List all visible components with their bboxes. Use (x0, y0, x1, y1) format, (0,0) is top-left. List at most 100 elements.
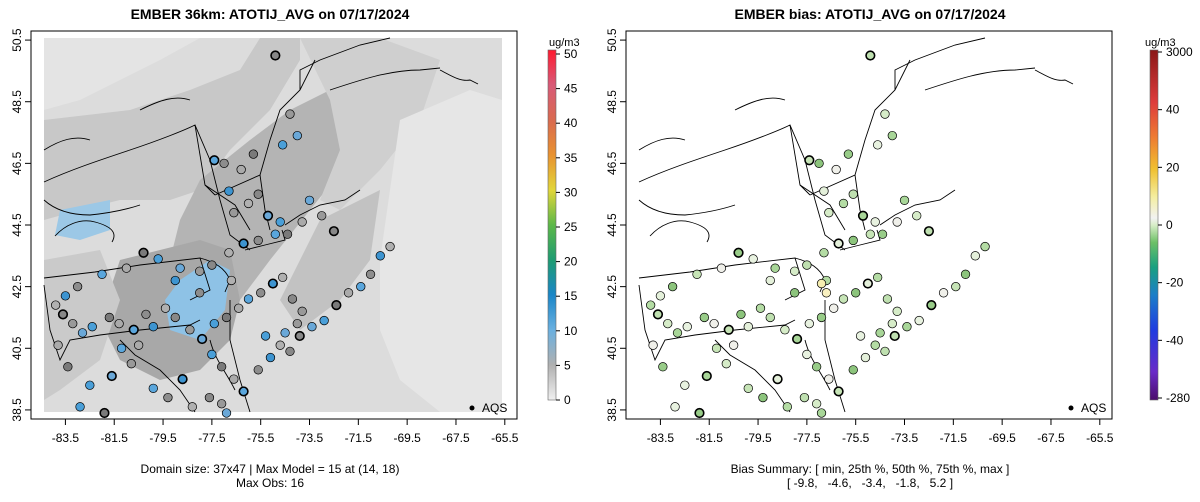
site-marker (207, 349, 217, 360)
site-marker (331, 300, 342, 311)
site-bias-marker (758, 392, 768, 403)
site-bias-marker (860, 352, 871, 363)
right-x-tick-label: -73.5 (891, 431, 919, 445)
site-marker (253, 235, 263, 246)
site-marker (343, 288, 354, 298)
left-y-tick-label: 50.5 (10, 28, 24, 52)
site-bias-marker (645, 300, 656, 310)
site-bias-marker (862, 278, 873, 289)
site-bias-marker (816, 312, 827, 323)
site-marker (297, 306, 307, 316)
site-bias-marker (838, 294, 849, 304)
site-bias-marker (667, 281, 678, 292)
left-map-legend: AQS (469, 401, 507, 415)
site-marker (224, 248, 234, 258)
site-marker (285, 346, 295, 357)
site-bias-marker (865, 50, 876, 61)
site-bias-marker (733, 247, 744, 258)
right-y-tick-label: 46.5 (605, 151, 619, 175)
site-marker (187, 402, 197, 412)
left-y-tick-label: 44.5 (10, 213, 24, 237)
site-bias-marker (765, 312, 775, 323)
right-x-tick-label: -65.5 (1086, 431, 1114, 445)
site-marker (319, 315, 329, 326)
site-bias-marker (811, 399, 822, 409)
site-marker (57, 309, 69, 320)
site-bias-marker (782, 402, 792, 412)
left-x-tick-label: -75.5 (247, 431, 275, 445)
site-bias-marker (711, 343, 722, 353)
site-marker (238, 238, 249, 249)
site-bias-marker (882, 294, 893, 304)
right-map-panel: AQS -83.5 -81.5 -79.5 -77.5 -75.5 -73.5 -71.5-… (605, 28, 1193, 445)
site-marker (356, 281, 366, 292)
site-marker (126, 359, 136, 369)
site-marker (195, 266, 205, 276)
site-bias-marker (680, 380, 690, 390)
site-bias-marker (902, 322, 912, 332)
right-legend-marker (1068, 405, 1074, 411)
right-x-tick-label: -75.5 (842, 431, 870, 445)
site-bias-marker (848, 365, 858, 375)
right-y-tick-label: 48.5 (605, 90, 619, 114)
right-y-tick-label: 42.5 (605, 275, 619, 299)
site-bias-marker (701, 370, 712, 382)
left-x-tick-label: -71.5 (345, 431, 373, 445)
site-bias-marker (814, 158, 824, 169)
site-marker (60, 291, 71, 301)
site-marker (53, 340, 63, 350)
right-x-tick-label: -69.5 (988, 431, 1016, 445)
right-colorbar (1149, 49, 1159, 401)
right-caption-line2: [ -9.8, -4.6, -3.4, -1.8, 5.2 ] (786, 476, 954, 490)
site-marker (216, 399, 227, 409)
site-bias-marker (899, 195, 910, 205)
site-marker (85, 380, 95, 390)
site-bias-marker (951, 281, 961, 292)
site-bias-marker (855, 331, 866, 341)
site-bias-marker (663, 318, 673, 329)
site-marker (195, 288, 205, 298)
left-colorbar (547, 49, 557, 401)
right-map-title: EMBER bias: ATOTIJ_AVG on 07/17/2024 (734, 6, 1006, 22)
site-marker (229, 374, 239, 384)
left-colorbar-ticks: 0 5 10 15 20 25 30 35 40 45 50 (556, 47, 578, 407)
left-y-tick-label: 40.5 (10, 336, 24, 360)
left-colorbar-unit: ug/m3 (549, 37, 580, 49)
site-marker (256, 288, 266, 298)
site-bias-marker (829, 303, 839, 313)
site-bias-marker (848, 235, 858, 246)
left-colorbar-tick-label: 25 (564, 220, 578, 234)
site-marker (209, 318, 219, 329)
left-legend-marker (469, 405, 475, 411)
site-marker (292, 130, 302, 141)
left-y-tick-label: 42.5 (10, 275, 24, 299)
site-marker (229, 208, 239, 218)
site-marker (133, 340, 144, 350)
left-colorbar-tick-label: 45 (564, 82, 578, 96)
site-marker (328, 226, 340, 237)
site-marker (106, 370, 117, 382)
site-marker (278, 272, 288, 283)
site-bias-marker (877, 229, 888, 239)
site-bias-marker (833, 386, 844, 397)
site-bias-marker (709, 318, 719, 329)
site-bias-marker (765, 275, 775, 286)
site-bias-marker (889, 330, 900, 342)
site-marker (68, 318, 78, 329)
site-marker (114, 318, 124, 329)
left-colorbar-tick-label: 15 (564, 289, 578, 303)
right-aqs-sites (645, 50, 990, 419)
site-bias-marker (914, 315, 924, 326)
site-bias-marker (843, 149, 854, 159)
right-x-tick-label: -67.5 (1037, 431, 1065, 445)
site-bias-marker (721, 359, 731, 369)
left-x-tick-label: -67.5 (442, 431, 470, 445)
right-colorbar-tick-label: 3000 (1166, 45, 1193, 59)
site-bias-marker (960, 269, 971, 279)
site-marker (304, 195, 315, 205)
site-bias-marker (790, 288, 800, 298)
left-x-tick-label: -77.5 (198, 431, 226, 445)
left-x-axis: -83.5 -81.5 -79.5 -77.5 -75.5 -73.5 -71.5 -69.5… (52, 419, 519, 445)
left-colorbar-tick-label: 35 (564, 151, 578, 165)
left-x-tick-label: -79.5 (149, 431, 177, 445)
